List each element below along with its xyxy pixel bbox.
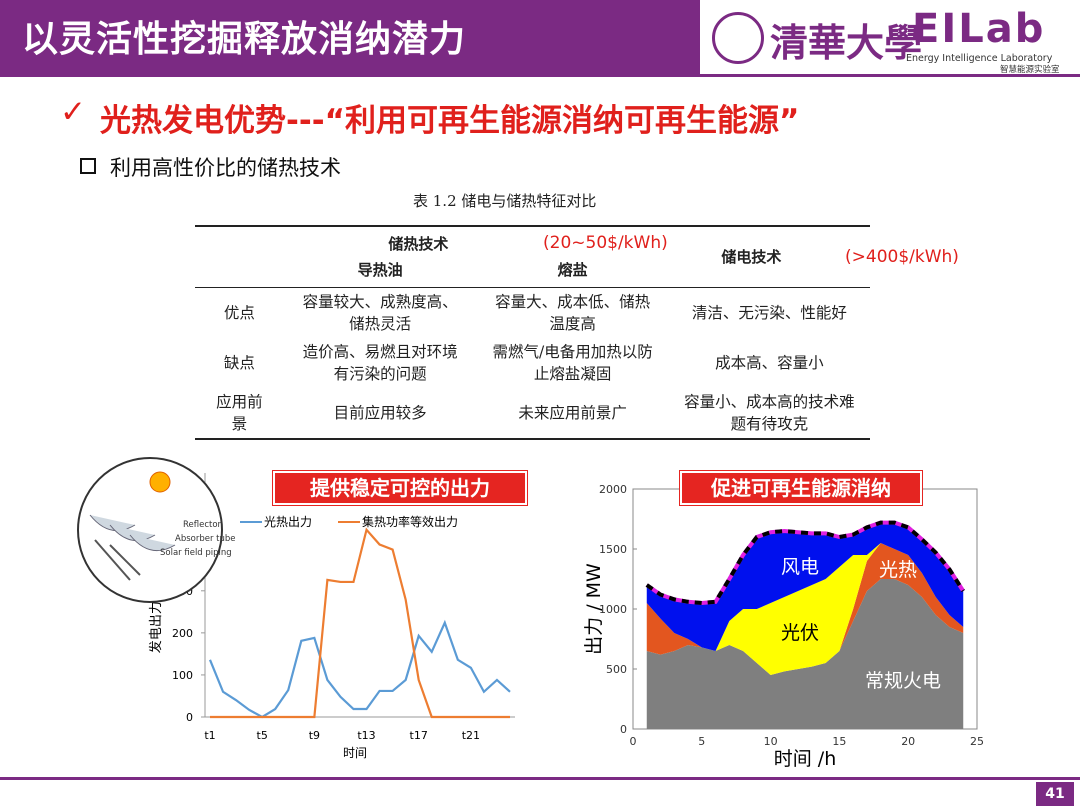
x-axis-label: 时间 /h: [774, 748, 836, 770]
footer-line: [0, 777, 1080, 780]
annotation: (>400$/kWh): [845, 247, 959, 267]
table-cell: 成本高、容量小: [715, 354, 824, 372]
area: [646, 543, 964, 675]
header-cell: 导热油: [357, 261, 403, 279]
inset-frame: [77, 457, 223, 603]
x-tick-label: t5: [257, 729, 268, 742]
inset-label: Solar field piping: [160, 548, 232, 558]
table-cell: 容量小、成本高的技术难题有待攻克: [684, 393, 855, 433]
x-tick-label: 10: [764, 735, 778, 748]
lab-name: EILab: [912, 6, 1046, 52]
y-tick-label: 200: [172, 627, 193, 640]
table: 储热技术 储电技术 导热油 熔盐 优点 容量较大、成熟度高、储热灵活 容量大、成本低…: [195, 225, 870, 440]
y-tick-label: 1500: [599, 543, 627, 556]
header-bar: [0, 0, 700, 75]
area-label: 风电: [781, 556, 819, 578]
y-tick-label: 1000: [599, 603, 627, 616]
y-axis-label: 发电出力/: [148, 596, 164, 653]
slide-title: 以灵活性挖掘释放消纳潜力: [22, 19, 467, 60]
series-line: [210, 527, 510, 719]
total-line: [645, 520, 965, 606]
table-cell: 清洁、无污染、性能好: [691, 304, 847, 322]
table-caption: 表 1.2 储电与储热特征对比: [413, 192, 597, 210]
table-row: 优点 容量较大、成熟度高、储热灵活 容量大、成本低、储热温度高 清洁、无污染、性能好: [195, 288, 870, 339]
area-label: 光伏: [781, 622, 819, 644]
table-cell: 优点: [223, 304, 255, 322]
x-tick-label: 5: [698, 735, 705, 748]
table-cell: 需燃气/电备用加热以防止熔盐凝固: [492, 343, 653, 383]
area: [646, 579, 964, 729]
logo-seal: [712, 12, 764, 64]
x-tick-label: t13: [357, 729, 375, 742]
lab-cn: 智慧能源实验室: [1000, 65, 1060, 75]
lab-full: Energy Intelligence Laboratory: [906, 53, 1053, 64]
y-tick-label: 2000: [599, 483, 627, 496]
table-row: 应用前景 目前应用较多 未来应用前景广 容量小、成本高的技术难题有待攻克: [195, 388, 870, 439]
x-tick-label: 20: [901, 735, 915, 748]
reflector-icon: [89, 514, 136, 532]
x-tick-label: t21: [462, 729, 480, 742]
area-label: 常规火电: [865, 670, 941, 692]
table-cell: 缺点: [223, 354, 255, 372]
table-cell: 容量大、成本低、储热温度高: [495, 293, 651, 333]
x-tick-label: 0: [630, 735, 637, 748]
logo-text: 清華大學: [770, 20, 923, 65]
header-line: [0, 74, 1080, 77]
y-axis-label: 出力 / MW: [583, 563, 605, 655]
table-cell: 容量较大、成熟度高、储热灵活: [302, 293, 458, 333]
header-cell: 储热技术: [388, 235, 449, 253]
bullet-icon: [80, 158, 96, 174]
x-tick-label: 25: [970, 735, 984, 748]
y-tick-label: 0: [620, 723, 627, 736]
header-cell: 熔盐: [557, 261, 588, 279]
pipe-icon: [94, 539, 141, 581]
inset-label: Reflector: [183, 520, 222, 530]
x-tick-label: t1: [204, 729, 215, 742]
table-cell: 目前应用较多: [333, 404, 427, 422]
table-cell: 应用前景: [216, 393, 263, 433]
heading: 光热发电优势---“利用可再生能源消纳可再生能源”: [100, 103, 800, 139]
table-header-row: 储热技术 储电技术: [195, 226, 870, 288]
reflector-icon: [109, 524, 156, 542]
reflector-icon: [129, 534, 176, 552]
x-tick-label: 15: [832, 735, 846, 748]
y-tick-label: 100: [172, 669, 193, 682]
y-tick-label: 500: [606, 663, 627, 676]
table-row: 缺点 造价高、易燃且对环境有污染的问题 需燃气/电备用加热以防止熔盐凝固 成本高、容量…: [195, 338, 870, 388]
x-tick-label: t9: [309, 729, 320, 742]
sun-icon: [149, 471, 171, 493]
table-cell: 未来应用前景广: [518, 404, 627, 422]
annotation: (20~50$/kWh): [543, 233, 668, 253]
series-line: [208, 619, 511, 719]
area-label: 光热: [879, 559, 917, 581]
area: [646, 522, 964, 651]
bullet-text: 利用高性价比的储热技术: [110, 156, 341, 180]
legend-label: 集热功率等效出力: [362, 514, 458, 529]
legend-label: 光热出力: [264, 515, 312, 529]
area: [646, 543, 964, 675]
header-cell: 储电技术: [668, 226, 870, 288]
chart-title: 提供稳定可控的出力: [272, 470, 528, 506]
y-tick-label: 0: [186, 711, 193, 724]
check-icon: ✓: [60, 94, 86, 130]
table-cell: 造价高、易燃且对环境有污染的问题: [302, 343, 458, 383]
inset-label: Absorber tube: [175, 534, 236, 544]
page-number: 41: [1036, 782, 1074, 806]
x-axis-label: 时间: [343, 746, 367, 760]
chart-title: 促进可再生能源消纳: [679, 470, 923, 506]
x-tick-label: t17: [410, 729, 428, 742]
